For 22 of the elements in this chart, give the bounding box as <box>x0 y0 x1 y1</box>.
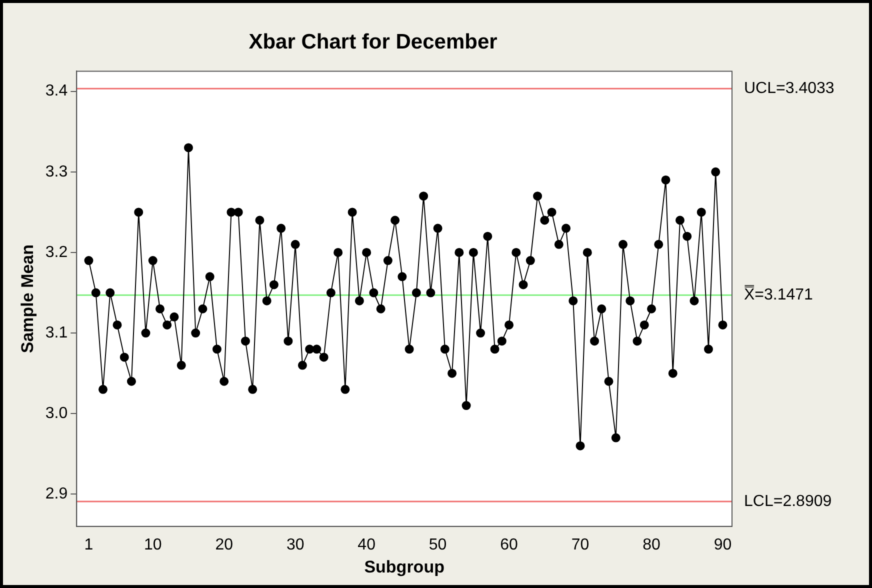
ref-line-label: UCL=3.4033 <box>744 80 834 98</box>
x-tick-label: 70 <box>571 536 590 554</box>
x-axis-title: Subgroup <box>364 557 444 576</box>
x-tick-label: 1 <box>84 536 94 554</box>
y-tick-label: 3.1 <box>45 324 68 342</box>
x-tick-label: 10 <box>144 536 162 554</box>
y-tick-label: 3.3 <box>45 163 68 180</box>
chart-title: Xbar Chart for December <box>248 30 498 54</box>
x-tick-label: 40 <box>358 536 376 554</box>
x-tick-label: 60 <box>500 536 518 554</box>
x-tick-label: 20 <box>215 536 234 554</box>
x-tick-label: 80 <box>642 536 661 554</box>
x-tick-label: 90 <box>714 536 732 554</box>
y-tick-label: 2.9 <box>45 486 68 503</box>
y-tick-label: 3.2 <box>45 244 68 261</box>
x-tick-label: 50 <box>428 536 447 554</box>
y-tick-label: 3.0 <box>45 405 68 422</box>
y-axis-title: Sample Mean <box>18 244 37 354</box>
y-tick-label: 3.4 <box>45 82 68 100</box>
ref-line-label: X̿=3.1471 <box>744 284 814 304</box>
x-tick-label: 30 <box>286 536 304 554</box>
ref-line-label: LCL=2.8909 <box>744 492 832 510</box>
